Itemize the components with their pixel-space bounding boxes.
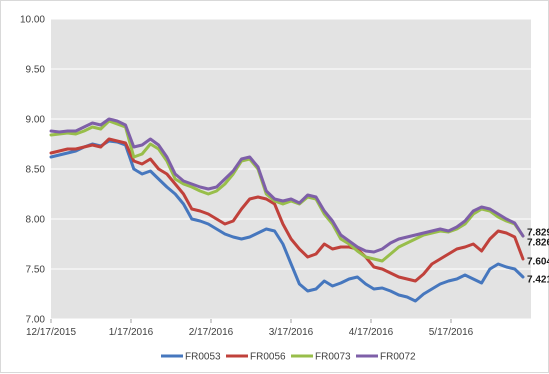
- x-tick-label: 5/17/2016: [429, 327, 474, 338]
- y-tick-label: 9.00: [26, 115, 46, 126]
- legend-label-fr0072: FR0072: [380, 352, 416, 363]
- end-value-labels: 7.421 7.604 7.8267.829: [527, 228, 549, 286]
- series-line-fr0056: [49, 137, 525, 283]
- x-tick-label: 12/17/2015: [26, 327, 76, 338]
- end-label-fr0053: 7.421: [527, 275, 549, 286]
- series-lines: [49, 117, 525, 303]
- end-label-fr0073: 7.826: [527, 238, 549, 249]
- y-tick-label: 8.50: [26, 165, 46, 176]
- x-tick-label: 1/17/2016: [109, 327, 154, 338]
- series-line-fr0053: [49, 139, 525, 303]
- legend-label-fr0073: FR0073: [315, 352, 351, 363]
- x-tick-label: 2/17/2016: [189, 327, 234, 338]
- legend-label-fr0053: FR0053: [185, 352, 221, 363]
- series-line-fr0072: [49, 117, 525, 254]
- x-tick-label: 3/17/2016: [269, 327, 314, 338]
- y-tick-label: 7.00: [26, 315, 46, 326]
- end-label-fr0056: 7.604: [527, 257, 549, 268]
- y-axis-tick-labels: 10.00 9.50 9.00 8.50 8.00 7.50 7.00: [20, 15, 45, 326]
- x-tick-label: 4/17/2016: [349, 327, 394, 338]
- y-tick-label: 9.50: [26, 65, 46, 76]
- legend-label-fr0056: FR0056: [250, 352, 286, 363]
- y-tick-label: 7.50: [26, 265, 46, 276]
- y-tick-label: 10.00: [20, 15, 45, 26]
- y-tick-label: 8.00: [26, 215, 46, 226]
- end-label-fr0072: 7.829: [527, 228, 549, 239]
- x-axis-tick-labels: 12/17/2015 1/17/2016 2/17/2016 3/17/2016 4/1…: [26, 319, 474, 338]
- legend: FR0053 FR0056 FR0073 FR0072: [161, 352, 416, 363]
